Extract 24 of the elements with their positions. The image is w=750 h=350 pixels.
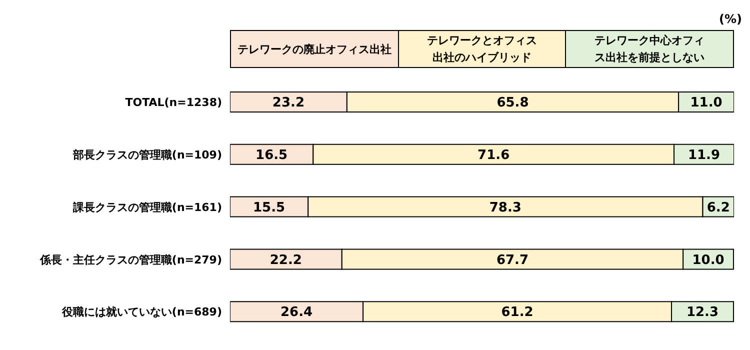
data-label: 11.9 [688, 148, 720, 164]
text: テレワーク中心オフィス出社を前提としない [594, 33, 706, 66]
text: テレワークとオフィス出社のハイブリッド [426, 33, 538, 66]
y-tick-label: TOTAL(n=1238) [125, 96, 222, 110]
data-label: 61.2 [501, 305, 534, 320]
data-label: 15.5 [253, 200, 286, 216]
data-label: 12.3 [686, 305, 719, 320]
y-tick-label: 係長・主任クラスの管理職(n=279) [38, 253, 222, 266]
y-tick-label: 役職には就いていない(n=689) [60, 306, 222, 319]
data-label: 71.6 [478, 148, 510, 164]
data-label: 10.0 [692, 252, 724, 268]
data-label: 22.2 [270, 252, 302, 268]
data-label: 6.2 [706, 200, 730, 216]
y-tick-label: 課長クラスの管理職(n=161) [72, 200, 222, 214]
data-label: 23.2 [272, 96, 305, 111]
data-label: 16.5 [256, 148, 288, 164]
data-label: 67.7 [496, 252, 529, 268]
text: (%) [719, 12, 742, 26]
data-label: 11.0 [690, 96, 722, 111]
text: テレワークの廃止オフィス出社 [237, 42, 392, 58]
data-label: 26.4 [280, 305, 313, 320]
y-tick-label: 部長クラスの管理職(n=109) [72, 148, 222, 162]
data-label: 65.8 [496, 96, 529, 111]
data-label: 78.3 [489, 200, 522, 216]
